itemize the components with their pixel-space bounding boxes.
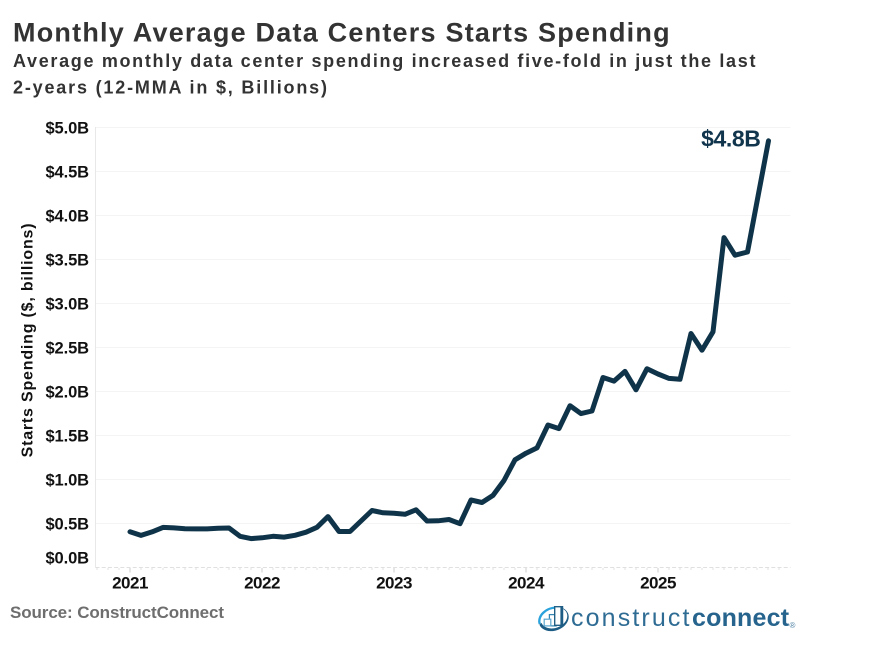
svg-text:$4.0B: $4.0B (45, 207, 89, 225)
svg-text:$2.5B: $2.5B (45, 339, 89, 357)
svg-text:$4.8B: $4.8B (701, 126, 760, 152)
svg-text:$1.5B: $1.5B (45, 427, 89, 445)
svg-text:$3.5B: $3.5B (45, 251, 89, 269)
svg-text:$4.5B: $4.5B (45, 163, 89, 181)
svg-text:$3.0B: $3.0B (45, 295, 89, 313)
svg-text:$2.0B: $2.0B (45, 383, 89, 401)
svg-text:Average monthly data center sp: Average monthly data center spending inc… (13, 51, 757, 71)
svg-text:2-years (12-MMA in $, Billions: 2-years (12-MMA in $, Billions) (13, 78, 329, 98)
svg-text:Starts Spending ($, billions): Starts Spending ($, billions) (20, 223, 37, 458)
svg-text:$1.0B: $1.0B (45, 471, 89, 489)
svg-text:Monthly Average Data Centers S: Monthly Average Data Centers Starts Spen… (13, 18, 671, 48)
svg-text:2021: 2021 (112, 574, 148, 593)
svg-text:2022: 2022 (244, 574, 280, 593)
svg-text:$0.5B: $0.5B (45, 515, 89, 533)
svg-text:2025: 2025 (640, 574, 676, 593)
svg-text:construct: construct (571, 604, 692, 632)
svg-text:2024: 2024 (508, 574, 545, 593)
svg-text:connect: connect (692, 604, 790, 632)
svg-text:®: ® (790, 621, 796, 630)
svg-text:Source: ConstructConnect: Source: ConstructConnect (10, 603, 224, 622)
svg-text:$5.0B: $5.0B (45, 119, 89, 137)
svg-text:2023: 2023 (376, 574, 412, 593)
svg-text:$0.0B: $0.0B (45, 549, 89, 567)
